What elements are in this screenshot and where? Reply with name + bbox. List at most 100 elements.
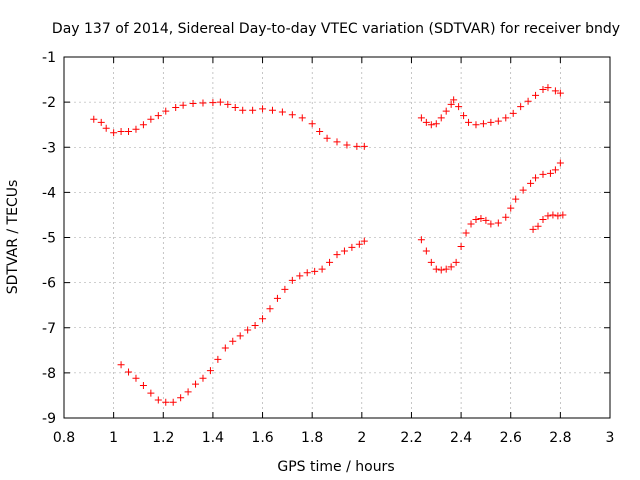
data-point: [529, 225, 537, 233]
data-point: [462, 229, 470, 237]
data-point: [199, 99, 207, 107]
data-point: [132, 125, 140, 133]
data-point: [184, 388, 192, 396]
data-point: [318, 265, 326, 273]
data-point: [450, 96, 458, 104]
data-point: [539, 170, 547, 178]
y-tick-label: -8: [42, 366, 56, 382]
data-point: [189, 99, 197, 107]
data-point: [326, 258, 334, 266]
x-tick-label: 2.2: [400, 430, 422, 446]
data-point: [206, 367, 214, 375]
data-point: [209, 99, 217, 107]
data-point: [298, 114, 306, 122]
data-point: [437, 114, 445, 122]
grid: [64, 57, 610, 418]
data-point: [110, 129, 118, 137]
data-point: [427, 121, 435, 129]
data-point: [532, 91, 540, 99]
chart-title: Day 137 of 2014, Sidereal Day-to-day VTE…: [52, 21, 620, 37]
data-series: [417, 159, 564, 274]
data-point: [539, 85, 547, 93]
data-point: [224, 100, 232, 108]
data-point: [281, 285, 289, 293]
data-point: [102, 124, 110, 132]
data-point: [487, 118, 495, 126]
data-point: [432, 120, 440, 128]
x-tick-label: 2.6: [500, 430, 522, 446]
data-point: [417, 114, 425, 122]
data-series: [529, 211, 567, 233]
data-series: [90, 98, 368, 150]
data-point: [259, 105, 267, 113]
data-point: [452, 258, 460, 266]
x-tick-label: 2.8: [549, 430, 571, 446]
data-point: [303, 269, 311, 277]
data-point: [311, 267, 319, 275]
data-point: [544, 212, 552, 220]
data-point: [199, 374, 207, 382]
data-point: [316, 127, 324, 135]
data-series: [117, 237, 368, 406]
data-point: [296, 272, 304, 280]
data-point: [154, 396, 162, 404]
data-point: [278, 108, 286, 116]
data-point: [333, 138, 341, 146]
x-tick-label: 0.8: [53, 430, 75, 446]
data-point: [534, 222, 542, 230]
data-point: [442, 265, 450, 273]
data-point: [179, 101, 187, 109]
data-point: [524, 97, 532, 105]
y-tick-label: -6: [42, 276, 56, 292]
data-point: [154, 112, 162, 120]
data-point: [460, 112, 468, 120]
data-point: [447, 100, 455, 108]
data-point: [472, 121, 480, 129]
data-points: [90, 84, 567, 406]
data-series: [417, 84, 564, 129]
data-point: [177, 394, 185, 402]
data-point: [231, 104, 239, 112]
data-point: [139, 121, 147, 129]
data-point: [437, 266, 445, 274]
y-tick-label: -7: [42, 321, 56, 337]
y-axis-title: SDTVAR / TECUs: [5, 180, 21, 295]
data-point: [507, 204, 515, 212]
data-point: [273, 294, 281, 302]
data-point: [509, 109, 517, 117]
data-point: [477, 215, 485, 223]
data-point: [559, 211, 567, 219]
data-point: [132, 374, 140, 382]
data-point: [442, 107, 450, 115]
data-point: [482, 216, 490, 224]
x-tick-label: 2: [357, 430, 366, 446]
data-point: [556, 159, 564, 167]
x-tick-label: 1: [109, 430, 118, 446]
data-point: [117, 361, 125, 369]
data-point: [139, 382, 147, 390]
data-point: [512, 195, 520, 203]
y-tick-label: -9: [42, 411, 56, 427]
y-tick-label: -3: [42, 140, 56, 156]
data-point: [125, 127, 133, 135]
data-point: [465, 118, 473, 126]
data-point: [288, 276, 296, 284]
data-point: [551, 166, 559, 174]
data-point: [502, 213, 510, 221]
data-point: [343, 141, 351, 149]
y-tick-label: -4: [42, 185, 56, 201]
data-point: [360, 237, 368, 245]
data-point: [239, 106, 247, 114]
data-point: [147, 115, 155, 123]
data-point: [353, 142, 361, 150]
data-point: [172, 104, 180, 112]
data-point: [422, 118, 430, 126]
data-point: [192, 380, 200, 388]
data-point: [546, 169, 554, 177]
data-point: [479, 120, 487, 128]
data-point: [288, 111, 296, 119]
data-point: [216, 98, 224, 106]
x-axis-title: GPS time / hours: [277, 459, 394, 475]
data-point: [333, 251, 341, 259]
data-point: [147, 389, 155, 397]
